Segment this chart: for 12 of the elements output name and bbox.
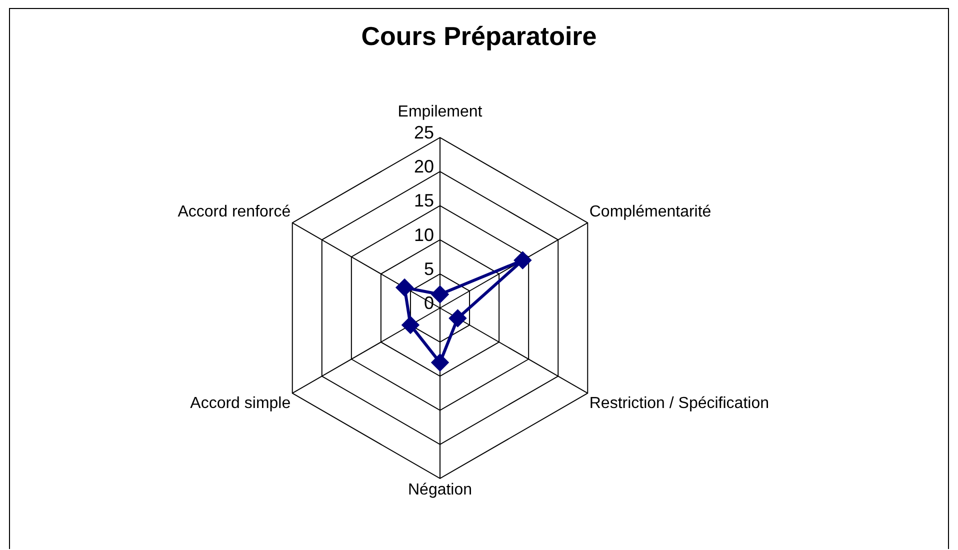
spoke-label: Accord simple <box>190 395 291 412</box>
spoke-label: Empilement <box>398 103 483 120</box>
y-tick-label: 5 <box>424 258 434 279</box>
y-tick-label: 10 <box>414 224 434 245</box>
y-tick-label: 15 <box>414 190 434 211</box>
chart-title: Cours Préparatoire <box>361 20 597 51</box>
spoke-label: Complémentarité <box>589 204 712 221</box>
spoke-label: Négation <box>408 481 472 498</box>
spoke-label: Restriction / Spécification <box>589 395 770 412</box>
spoke-label: Accord renforcé <box>178 204 291 221</box>
y-tick-label: 20 <box>414 156 434 177</box>
y-tick-label: 25 <box>414 122 434 143</box>
